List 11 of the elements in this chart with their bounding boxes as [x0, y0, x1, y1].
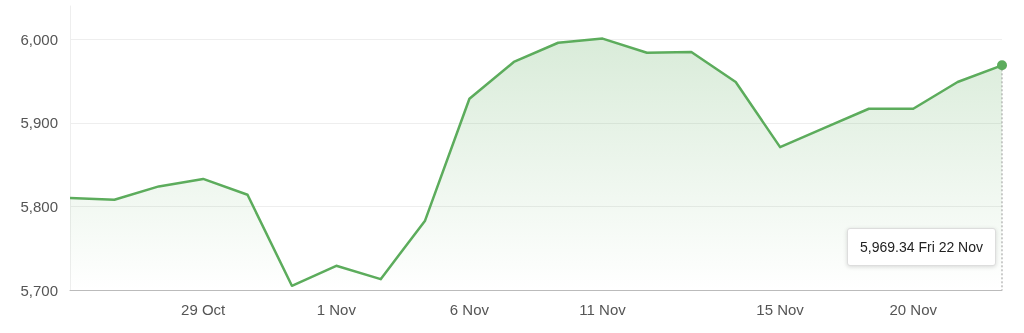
x-tick-label: 1 Nov — [316, 301, 357, 318]
x-tick-label: 11 Nov — [579, 301, 627, 318]
y-tick-label: 6,000 — [20, 30, 58, 48]
x-tick-label: 15 Nov — [756, 301, 805, 318]
y-tick-label: 5,900 — [20, 114, 58, 132]
x-tick-label: 29 Oct — [181, 301, 227, 318]
tooltip-box: 5,969.34 Fri 22 Nov — [847, 228, 996, 266]
y-tick-label: 5,800 — [20, 197, 58, 215]
y-tick-label: 5,700 — [20, 281, 58, 299]
x-tick-label: 6 Nov — [449, 301, 490, 318]
x-tick-label: 20 Nov — [889, 301, 938, 318]
